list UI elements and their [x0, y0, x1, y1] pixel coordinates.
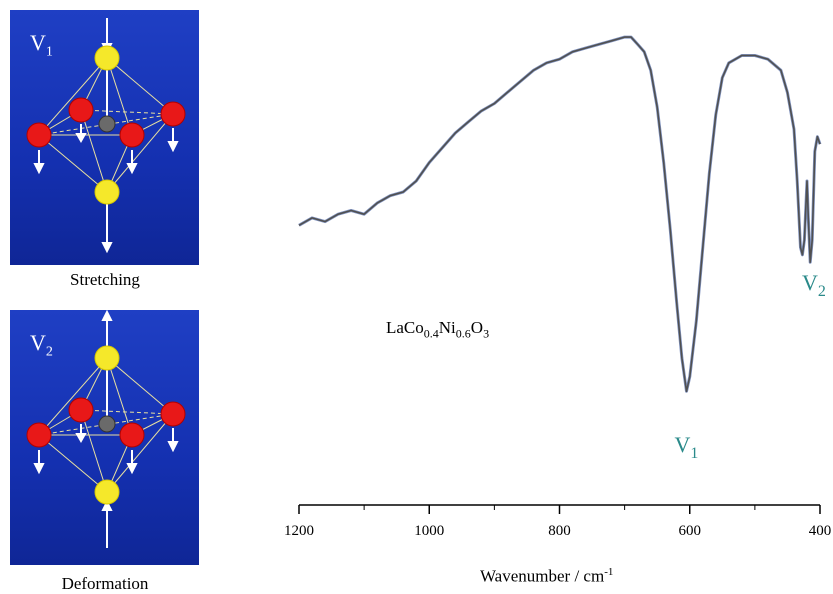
compound-formula: LaCo0.4Ni0.6O3 [386, 318, 490, 341]
spectrum-line-shadow [298, 35, 822, 393]
stretching-panel: V1 [10, 10, 199, 265]
x-tick-label: 1200 [284, 523, 314, 539]
peak-annotation: V2 [802, 270, 826, 300]
x-axis-label: Wavenumber / cm-1 [480, 566, 614, 586]
deformation-caption: Deformation [61, 574, 149, 593]
x-tick-label: 600 [679, 523, 702, 539]
spectrum-line [298, 36, 821, 393]
x-tick-label: 1000 [414, 523, 444, 539]
peak-annotation: V1 [674, 432, 698, 462]
deformation-mode-label: V2 [30, 330, 53, 360]
x-tick-label: 400 [809, 523, 832, 539]
x-tick-label: 800 [548, 523, 571, 539]
octahedron-deformation-diagram [26, 310, 186, 548]
stretching-mode-label: V1 [30, 30, 53, 60]
deformation-panel: V2 [10, 310, 199, 565]
stretching-caption: Stretching [70, 270, 140, 289]
octahedron-stretching-diagram [26, 18, 186, 254]
